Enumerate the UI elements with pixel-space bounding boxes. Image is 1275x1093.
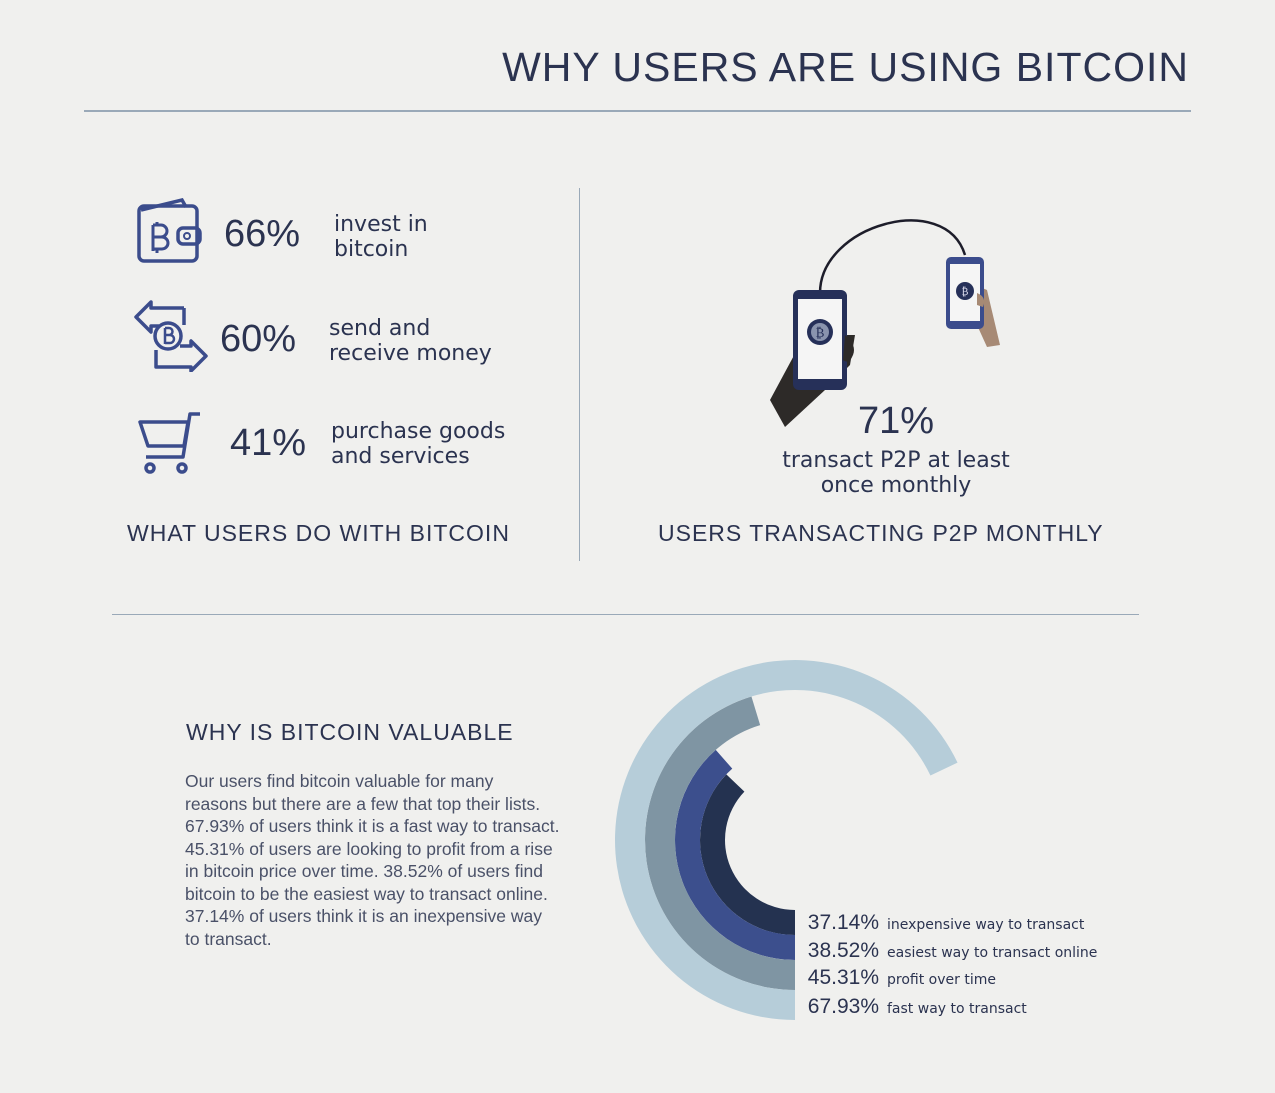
p2p-label-line: once monthly	[820, 473, 972, 498]
section-divider	[112, 614, 1139, 615]
section-heading-p2p: USERS TRANSACTING P2P MONTHLY	[658, 520, 1104, 546]
legend-item: 37.14% inexpensive way to transact	[783, 911, 1097, 939]
radial-bar-chart	[615, 660, 958, 1020]
stat-percent: 66%	[224, 213, 301, 255]
column-divider	[579, 188, 580, 561]
title-divider	[84, 110, 1191, 112]
stat-label-line: invest in	[334, 212, 428, 237]
legend-value: 38.52%	[807, 938, 879, 962]
radial-bar-easiest-way-to-transact-online	[675, 749, 795, 960]
p2p-label-line: transact P2P at least	[782, 448, 1010, 473]
legend-item: 38.52% easiest way to transact online	[783, 938, 1098, 967]
p2p-label: transact P2P at least once monthly	[740, 448, 1052, 498]
legend-label: easiest way to transact online	[887, 944, 1098, 961]
section-heading-what-users-do: WHAT USERS DO WITH BITCOIN	[127, 520, 510, 546]
valuable-paragraph: Our users find bitcoin valuable for many…	[185, 771, 560, 949]
section-heading-valuable: WHY IS BITCOIN VALUABLE	[186, 719, 514, 745]
legend-item: 67.93% fast way to transact	[783, 995, 1097, 1023]
stat-label: invest in bitcoin	[334, 212, 428, 262]
legend-value: 45.31%	[807, 966, 879, 989]
radial-bar-profit-over-time	[645, 696, 795, 990]
stat-label: purchase goods and services	[331, 419, 505, 469]
legend-label: inexpensive way to transact	[887, 917, 1085, 933]
legend-value: 37.14%	[807, 911, 879, 934]
p2p-percent: 71%	[858, 400, 935, 442]
page-title: WHY USERS ARE USING BITCOIN	[502, 44, 1189, 90]
stat-label-line: receive money	[329, 341, 492, 366]
bitcoin-wallet-icon	[137, 198, 202, 263]
radial-bar-inexpensive-way-to-transact	[700, 774, 795, 935]
chart-legend: 37.14% inexpensive way to transact 38.52%…	[783, 911, 1098, 1023]
stat-label: send and receive money	[329, 316, 492, 366]
svg-text:₿: ₿	[816, 326, 825, 341]
stat-label-line: purchase goods	[331, 419, 506, 444]
phones-p2p-transfer-icon: ₿ ₿	[770, 219, 1000, 427]
stat-label-line: send and	[329, 316, 431, 341]
legend-label: fast way to transact	[887, 1000, 1027, 1017]
svg-text:₿: ₿	[962, 286, 969, 298]
legend-label: profit over time	[887, 972, 996, 988]
stat-percent: 41%	[230, 422, 307, 464]
stat-label-line: bitcoin	[334, 237, 409, 262]
stat-label-line: and services	[331, 444, 470, 469]
bitcoin-exchange-arrows-icon	[134, 300, 208, 372]
legend-item: 45.31% profit over time	[783, 966, 1097, 995]
legend-value: 67.93%	[807, 994, 879, 1018]
shopping-cart-icon	[138, 412, 200, 474]
stat-percent: 60%	[220, 318, 297, 360]
